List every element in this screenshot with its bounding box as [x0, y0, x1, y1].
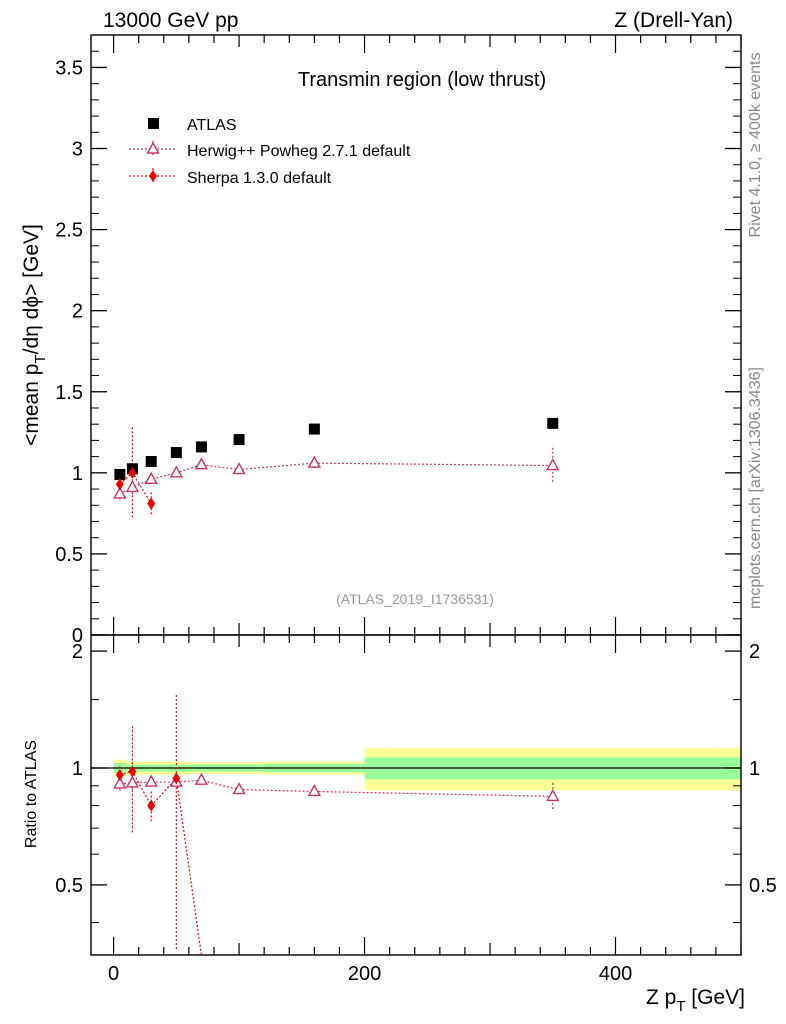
ratio-y-tick-label: 1 — [72, 758, 83, 780]
x-tick-label: 400 — [599, 963, 632, 985]
herwig-point — [144, 471, 158, 485]
ratio-y-axis-label: Ratio to ATLAS — [23, 740, 40, 848]
x-label-sub: T — [676, 998, 685, 1015]
legend-atlas-marker — [148, 118, 159, 129]
ratio-x-ticks: 0 200 400 — [108, 635, 742, 985]
atlas-point — [547, 417, 559, 429]
x-label-rest: [GeV] — [685, 986, 745, 1009]
legend-sherpa-marker — [149, 170, 157, 182]
legend-atlas-label: ATLAS — [187, 117, 237, 134]
herwig-point — [125, 479, 140, 493]
atlas-point — [170, 447, 182, 459]
herwig-point — [546, 458, 560, 471]
ratio-y-tick-label: 0.5 — [55, 875, 83, 897]
ratio-sherpa-point — [115, 768, 124, 781]
legend-herwig-label: Herwig++ Powheg 2.7.1 default — [187, 143, 411, 160]
ratio-sherpa-point — [147, 799, 156, 812]
atlas-point — [233, 434, 245, 446]
x-axis-label: Z pT [GeV] — [646, 986, 745, 1015]
ratio-herwig-point — [194, 772, 209, 785]
herwig-point — [194, 457, 209, 470]
herwig-point — [169, 465, 184, 478]
header-process-label: Z (Drell-Yan) — [614, 9, 733, 32]
main-y-tick-label: 2.5 — [55, 220, 83, 242]
atlas-point — [195, 441, 207, 453]
legend-sherpa-label: Sherpa 1.3.0 default — [187, 170, 332, 187]
legend: ATLAS Herwig++ Powheg 2.7.1 default Sher… — [129, 117, 411, 187]
atlas-point — [145, 455, 157, 467]
rivet-version-label: Rivet 4.1.0, ≥ 400k events — [747, 53, 764, 238]
atlas-point — [114, 468, 126, 480]
ratio-herwig-point — [144, 774, 158, 787]
x-tick-label: 0 — [108, 963, 119, 985]
main-chart-title: Transmin region (low thrust) — [298, 69, 546, 91]
main-y-tick-label: 1.5 — [55, 382, 83, 404]
atlas-point — [308, 423, 320, 435]
herwig-line — [119, 462, 553, 495]
ratio-herwig-point — [125, 775, 140, 788]
x-label-main: Z p — [646, 986, 676, 1009]
ratio-herwig-point — [307, 784, 322, 797]
main-chart-watermark: (ATLAS_2019_I1736531) — [336, 591, 494, 607]
sherpa-point — [147, 497, 156, 510]
main-y-tick-label: 0.5 — [55, 544, 83, 566]
ratio-sherpa-point — [172, 772, 181, 785]
ratio-data-layer — [113, 695, 560, 956]
mcplots-label: mcplots.cern.ch [arXiv:1306.3436] — [747, 367, 764, 609]
main-y-tick-label: 2 — [72, 301, 83, 323]
main-y-label-sub: T — [32, 354, 49, 363]
herwig-point — [113, 486, 127, 499]
ratio-sherpa-line — [119, 770, 177, 807]
main-panel: 0 0.5 1 1.5 2 2.5 3 3.5 Transmin region (low th… — [20, 34, 742, 647]
main-y-tick-label: 3.5 — [55, 57, 83, 79]
ratio-herwig-point — [232, 782, 246, 795]
main-x-ticks — [112, 35, 742, 635]
ratio-bands-layer — [91, 748, 741, 791]
ratio-herwig-point — [113, 776, 127, 789]
main-y-axis-label: <mean pT/dη dϕ> [GeV] — [20, 224, 49, 446]
sherpa-point — [115, 478, 124, 491]
header-energy-label: 13000 GeV pp — [103, 9, 238, 32]
ratio-sherpa-point — [128, 765, 137, 778]
ratio-y-tick-label-right: 0.5 — [749, 875, 777, 897]
main-data-layer — [113, 417, 560, 519]
ratio-y-tick-label: 2 — [72, 641, 83, 663]
ratio-y-tick-label-right: 2 — [749, 641, 760, 663]
ratio-sherpa-offscale-line — [175, 778, 203, 956]
sherpa-point — [128, 466, 137, 479]
ratio-panel: 0.5 0.5 1 1 2 2 0 200 400 Ratio to ATLAS Z pT [… — [23, 634, 777, 1015]
main-y-ticks: 0 0.5 1 1.5 2 2.5 3 3.5 — [55, 50, 741, 647]
main-y-tick-label: 3 — [72, 139, 83, 161]
ratio-herwig-point — [546, 788, 560, 802]
legend-herwig-marker — [146, 141, 160, 154]
ratio-y-ticks: 0.5 0.5 1 1 2 2 — [55, 641, 777, 924]
ratio-herwig-line — [119, 779, 553, 798]
main-y-tick-label: 0 — [72, 625, 83, 647]
main-y-label-rest: /dη dϕ> [GeV] — [20, 224, 43, 354]
x-tick-label: 200 — [348, 963, 381, 985]
herwig-point — [307, 455, 322, 468]
ratio-panel-frame — [90, 634, 742, 956]
ratio-y-tick-label-right: 1 — [749, 758, 760, 780]
main-y-label-main: <mean p — [20, 364, 43, 446]
herwig-point — [232, 462, 246, 475]
main-y-tick-label: 1 — [72, 463, 83, 485]
